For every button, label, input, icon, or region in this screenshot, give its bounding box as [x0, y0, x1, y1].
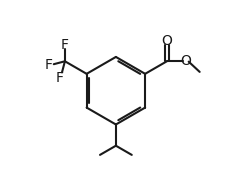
Text: F: F — [55, 71, 63, 85]
Text: F: F — [61, 38, 69, 52]
Text: F: F — [45, 58, 53, 72]
Text: O: O — [180, 54, 191, 68]
Text: O: O — [161, 34, 172, 48]
